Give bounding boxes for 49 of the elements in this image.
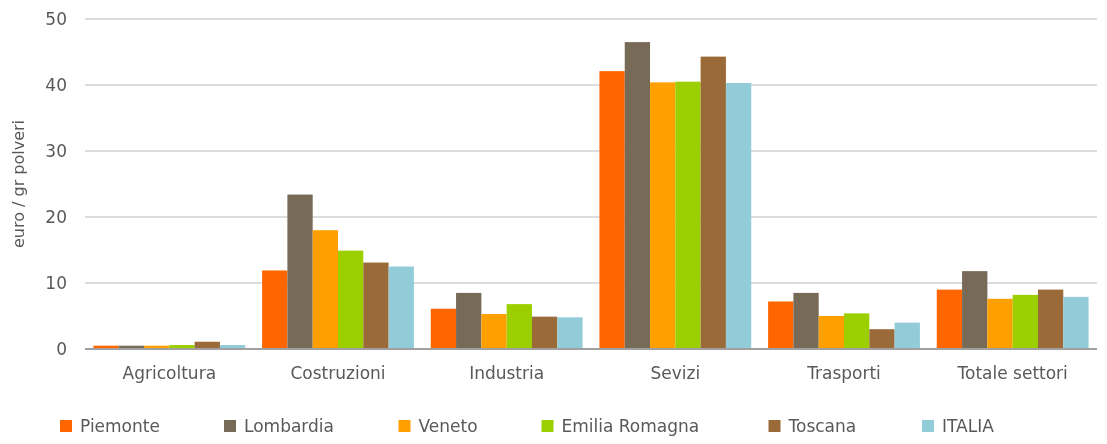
y-tick-label: 10 bbox=[45, 272, 67, 293]
legend-label: Toscana bbox=[787, 415, 857, 436]
bar bbox=[675, 81, 701, 349]
bar bbox=[962, 271, 988, 349]
x-tick-label: Sevizi bbox=[650, 363, 701, 383]
legend-label: Piemonte bbox=[80, 415, 160, 436]
y-tick-label: 0 bbox=[56, 338, 67, 359]
legend-label: Lombardia bbox=[244, 415, 334, 436]
bar bbox=[1012, 294, 1038, 349]
legend-label: ITALIA bbox=[942, 415, 995, 436]
bar bbox=[869, 329, 895, 349]
bar bbox=[624, 42, 651, 349]
bar bbox=[262, 270, 288, 349]
bar bbox=[599, 71, 625, 349]
bar bbox=[338, 250, 364, 349]
bar bbox=[287, 194, 313, 349]
bar bbox=[650, 82, 676, 349]
bar bbox=[1063, 296, 1089, 349]
bar bbox=[844, 313, 870, 349]
y-tick-label: 40 bbox=[45, 74, 67, 95]
bar bbox=[936, 289, 963, 349]
legend-label: Veneto bbox=[418, 415, 478, 436]
y-tick-label: 50 bbox=[45, 8, 67, 29]
y-tick-label: 30 bbox=[45, 140, 67, 161]
x-tick-label: Totale settori bbox=[956, 363, 1068, 383]
bar bbox=[700, 56, 726, 349]
bar bbox=[557, 317, 583, 349]
bar bbox=[363, 262, 389, 349]
bar bbox=[388, 266, 414, 349]
bar bbox=[312, 230, 338, 349]
bar bbox=[818, 316, 844, 349]
bar bbox=[894, 322, 920, 349]
x-tick-label: Trasporti bbox=[806, 363, 881, 383]
bar bbox=[768, 301, 794, 349]
y-axis-title: euro / gr polveri bbox=[9, 119, 28, 249]
bar bbox=[430, 308, 457, 349]
bar bbox=[481, 314, 507, 349]
x-tick-label: Agricoltura bbox=[122, 363, 217, 383]
y-tick-label: 20 bbox=[45, 206, 67, 227]
x-tick-label: Costruzioni bbox=[290, 363, 386, 383]
bar bbox=[1037, 289, 1064, 349]
legend-label: Emilia Romagna bbox=[561, 415, 700, 436]
x-tick-label: Industria bbox=[469, 363, 545, 383]
bar bbox=[456, 292, 482, 349]
bar bbox=[987, 298, 1013, 349]
bar bbox=[531, 316, 558, 349]
bar bbox=[506, 304, 532, 349]
bar bbox=[725, 83, 752, 349]
bar bbox=[793, 292, 819, 349]
